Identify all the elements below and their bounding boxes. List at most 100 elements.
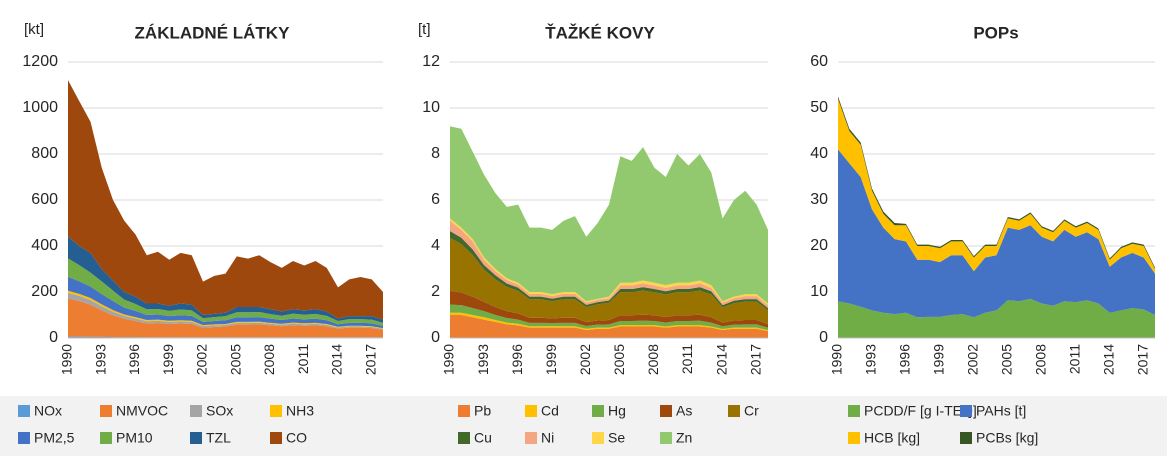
x-tick-label: 1996 xyxy=(126,344,142,375)
x-tick-label: 1999 xyxy=(543,344,559,375)
y-tick-label: 4 xyxy=(431,237,440,254)
legend-swatch xyxy=(525,432,537,444)
legend-label: HCB [kg] xyxy=(864,430,920,446)
y-tick-label: 1200 xyxy=(22,53,58,70)
legend-swatch xyxy=(100,405,112,417)
x-tick-label: 2014 xyxy=(329,344,345,375)
y-tick-label: 60 xyxy=(810,53,828,70)
x-tick-label: 2011 xyxy=(1066,344,1082,374)
y-tick-label: 50 xyxy=(810,99,828,116)
y-tick-label: 2 xyxy=(431,283,440,300)
legend-label: PCBs [kg] xyxy=(976,430,1038,446)
y-tick-label: 800 xyxy=(31,145,58,162)
y-tick-label: 600 xyxy=(31,191,58,208)
legend-swatch xyxy=(960,405,972,417)
unit-label: [t] xyxy=(418,21,431,38)
area xyxy=(68,276,383,329)
x-tick-label: 1996 xyxy=(897,344,913,375)
y-tick-label: 200 xyxy=(31,283,58,300)
x-tick-label: 2011 xyxy=(295,344,311,374)
x-tick-label: 2014 xyxy=(1100,344,1116,375)
area xyxy=(450,126,768,304)
chart-title: POPs xyxy=(973,23,1018,42)
legend-swatch xyxy=(270,432,282,444)
legend-swatch xyxy=(100,432,112,444)
legend-label: PCDD/F [g I-TEQ] xyxy=(864,403,977,419)
area xyxy=(450,290,768,328)
legend-label: CO xyxy=(286,430,307,446)
x-tick-label: 1990 xyxy=(59,344,75,375)
area xyxy=(838,149,1155,318)
x-tick-label: 2017 xyxy=(362,344,378,375)
legend-label: Cr xyxy=(744,403,759,419)
area xyxy=(450,315,768,338)
legend-swatch xyxy=(960,432,972,444)
area xyxy=(450,237,768,325)
legend-swatch xyxy=(190,432,202,444)
legend-label: Se xyxy=(608,430,625,446)
x-tick-label: 2017 xyxy=(1134,344,1150,375)
legend-label: Cd xyxy=(541,403,559,419)
y-tick-label: 12 xyxy=(422,53,440,70)
legend-swatch xyxy=(525,405,537,417)
legend-swatch xyxy=(592,432,604,444)
y-tick-label: 20 xyxy=(810,237,828,254)
y-tick-label: 0 xyxy=(49,329,58,346)
area xyxy=(450,304,768,331)
legend-swatch xyxy=(18,405,30,417)
area xyxy=(450,312,768,332)
x-tick-label: 2002 xyxy=(194,344,210,375)
legend-swatch xyxy=(458,405,470,417)
area xyxy=(838,298,1155,338)
legend-label: Hg xyxy=(608,403,626,419)
x-tick-label: 1990 xyxy=(441,344,457,375)
area xyxy=(450,218,768,306)
x-tick-label: 2005 xyxy=(227,344,243,375)
legend-label: Zn xyxy=(676,430,692,446)
x-tick-label: 2011 xyxy=(679,344,695,374)
y-tick-label: 30 xyxy=(810,191,828,208)
x-tick-label: 2008 xyxy=(1032,344,1048,375)
area xyxy=(450,231,768,311)
legend-swatch xyxy=(458,432,470,444)
legend-label: Ni xyxy=(541,430,554,446)
legend-label: PAHs [t] xyxy=(976,403,1026,419)
chart-title: ŤAŽKÉ KOVY xyxy=(545,23,655,42)
x-tick-label: 1993 xyxy=(92,344,108,375)
chart-title: ZÁKLADNÉ LÁTKY xyxy=(135,23,291,42)
y-tick-label: 400 xyxy=(31,237,58,254)
x-tick-label: 1999 xyxy=(160,344,176,375)
legend-label: PM10 xyxy=(116,430,153,446)
legend-label: PM2,5 xyxy=(34,430,75,446)
x-tick-label: 2005 xyxy=(999,344,1015,375)
unit-label: [kt] xyxy=(24,21,44,38)
x-tick-label: 2002 xyxy=(965,344,981,375)
y-tick-label: 1000 xyxy=(22,99,58,116)
legend-swatch xyxy=(660,405,672,417)
area xyxy=(68,80,383,320)
y-tick-label: 0 xyxy=(819,329,828,346)
legend-swatch xyxy=(270,405,282,417)
area xyxy=(68,298,383,338)
legend-label: NH3 xyxy=(286,403,314,419)
legend-label: SOx xyxy=(206,403,233,419)
x-tick-label: 2014 xyxy=(713,344,729,375)
legend-swatch xyxy=(18,432,30,444)
area xyxy=(838,98,1155,274)
legend-swatch xyxy=(848,405,860,417)
legend-swatch xyxy=(848,432,860,444)
x-tick-label: 2005 xyxy=(611,344,627,375)
legend-swatch xyxy=(728,405,740,417)
x-tick-label: 1993 xyxy=(863,344,879,375)
y-tick-label: 10 xyxy=(810,283,828,300)
legend-label: As xyxy=(676,403,692,419)
x-tick-label: 1990 xyxy=(829,344,845,375)
legend-label: Pb xyxy=(474,403,491,419)
area xyxy=(450,220,768,309)
y-tick-label: 40 xyxy=(810,145,828,162)
legend-label: NOx xyxy=(34,403,62,419)
x-tick-label: 1999 xyxy=(931,344,947,375)
x-tick-label: 2017 xyxy=(747,344,763,375)
y-tick-label: 8 xyxy=(431,145,440,162)
legend-label: NMVOC xyxy=(116,403,168,419)
